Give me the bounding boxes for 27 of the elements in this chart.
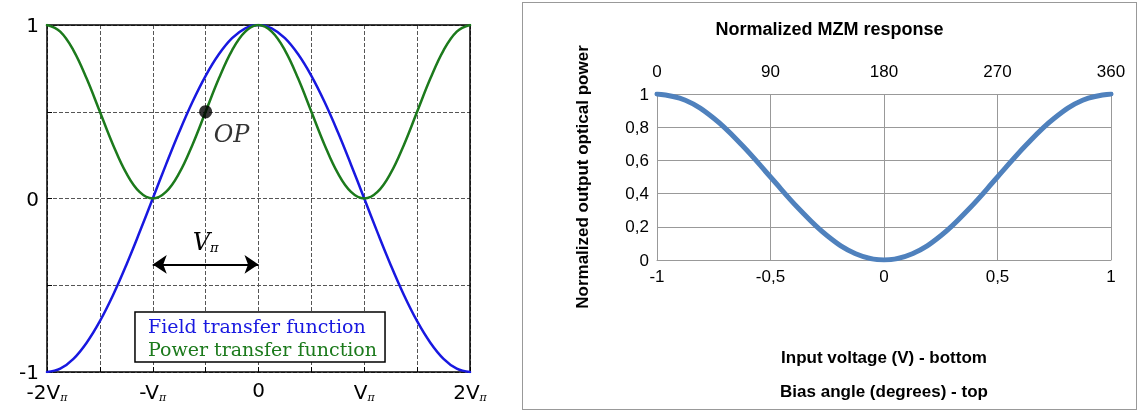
y-tick-label: 0,8 [625,117,649,137]
y-tick-label: 0,4 [625,184,649,204]
text: Field transfer function [147,314,366,337]
x2-tick-label: 270 [983,62,1012,81]
x-tick-label: 0,5 [985,267,1010,286]
text: Power transfer function [147,337,378,360]
x2-tick-label: 0 [652,62,662,81]
x-tick-label: 0 [252,378,265,402]
line-series [45,23,472,374]
y-tick-label: 0 [639,250,649,270]
x-tick-label: 0 [879,267,889,286]
y-tick-label: 0 [26,186,39,211]
x-tick-label: -0,5 [755,267,786,286]
y-tick-label: 1 [639,84,649,104]
x2-tick-label: 360 [1096,62,1126,81]
y-tick-label: -1 [19,360,39,384]
y-tick-label: 1 [26,13,39,37]
annotation: OP [213,119,251,148]
x-tick-label: 1 [1106,267,1116,286]
y-axis-title: Normalized output optical power [572,44,592,309]
chart-title: Normalized MZM response [715,19,944,39]
annotation: Vπ [192,227,220,256]
y-tick-label: 0,2 [625,217,649,237]
x-axis-title: Input voltage (V) - bottom Bias angle (degrees) - top [780,347,988,401]
x2-tick-label: 180 [869,62,899,81]
y-tick-label: 0,6 [625,150,649,170]
x2-tick-label: 90 [761,62,780,81]
